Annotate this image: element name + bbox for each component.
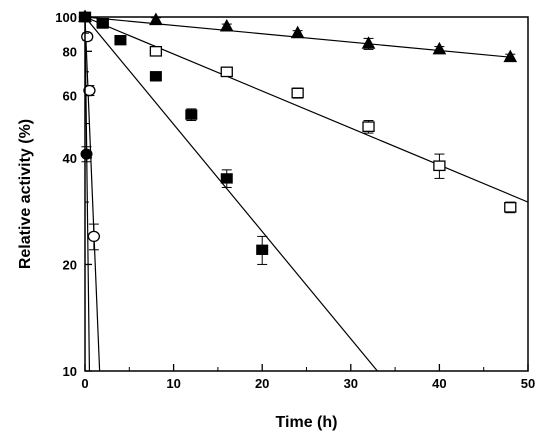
triangle-marker [219,18,234,32]
fit-line [85,17,528,203]
x-tick-label: 40 [432,376,446,391]
filled-circle-marker [80,148,93,160]
open-square-marker [504,201,517,213]
x-tick-label: 50 [521,376,535,391]
filled-square-marker [96,18,109,29]
error-bars [81,17,516,265]
triangle-marker [432,41,447,55]
y-tick-label: 20 [63,257,77,272]
data-markers [78,9,518,255]
y-tick-label: 100 [55,10,77,25]
triangle-marker [503,49,518,63]
y-tick-label: 60 [63,89,77,104]
plot-frame [84,16,529,372]
y-tick-label: 40 [63,151,77,166]
fit-line [85,17,101,371]
filled-square-marker [114,35,127,46]
open-square-marker [149,45,163,57]
triangle-marker [149,12,163,26]
y-axis-title: Relative activity (%) [17,119,34,269]
filled-square-marker [220,173,233,184]
fit-lines [85,17,528,371]
fit-line [85,17,378,371]
x-axis-title: Time (h) [276,414,338,431]
triangle-marker [290,25,305,39]
x-tick-label: 10 [166,376,180,391]
x-tick-label: 0 [81,376,88,391]
x-tick-label: 30 [344,376,358,391]
axis-tick-labels: 0 10 20 30 40 50 10 20 40 60 80 100 [55,10,535,391]
open-circle-marker [87,230,101,243]
open-square-marker [433,160,446,172]
open-square-marker [220,66,233,78]
open-square-marker [362,121,375,132]
filled-square-marker [149,71,162,82]
triangle-marker [361,36,376,49]
axis-ticks [84,16,529,372]
y-tick-label: 10 [63,364,77,379]
filled-square-marker [185,109,198,120]
filled-square-marker [256,244,269,255]
x-tick-label: 20 [255,376,269,391]
y-tick-label: 80 [63,44,77,59]
open-square-marker [291,87,304,99]
